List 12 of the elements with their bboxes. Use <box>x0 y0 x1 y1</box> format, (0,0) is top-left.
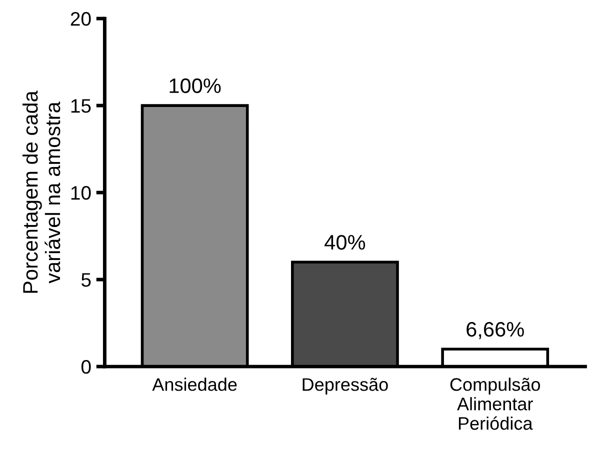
x-tick-label: Depressão <box>302 378 388 394</box>
y-tick-label: 0 <box>81 360 91 374</box>
y-tick-label: 15 <box>71 99 91 113</box>
y-tick-label: 20 <box>70 12 91 26</box>
annotation: 40% <box>324 234 366 250</box>
annotation: 6,66% <box>466 322 524 340</box>
x-tick-label: Ansiedade <box>152 378 237 391</box>
y-tick-label: 10 <box>71 186 91 200</box>
annotation: 100% <box>170 78 221 94</box>
y-tick-label: 5 <box>81 273 91 287</box>
x-tick-label: Compulsão Alimentar Periódica <box>450 378 540 430</box>
y-axis-title: Porcentagem de cada variável na amostra <box>22 90 60 293</box>
